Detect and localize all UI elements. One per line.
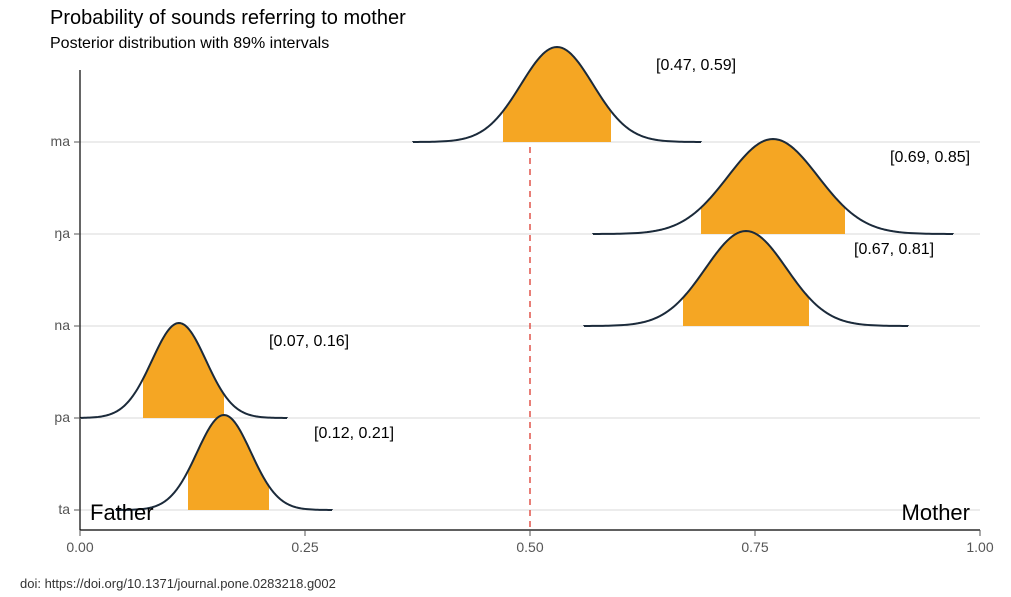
chart-svg: [0.47, 0.59] [0.69, 0.85] [0.67, 0.81] [0.0… xyxy=(0,0,1011,597)
y-tick-label-ŋa: ŋa xyxy=(54,225,70,241)
ci-label-pa: [0.07, 0.16] xyxy=(269,333,349,350)
y-tick-label-ma: ma xyxy=(51,133,71,149)
pole-label-left: Father xyxy=(90,500,154,525)
chart-container: [0.47, 0.59] [0.69, 0.85] [0.67, 0.81] [0.0… xyxy=(0,0,1011,597)
y-tick-label-na: na xyxy=(54,317,70,333)
y-tick-label-ta: ta xyxy=(58,501,70,517)
ci-label-na: [0.67, 0.81] xyxy=(854,241,934,258)
chart-caption: doi: https://doi.org/10.1371/journal.pon… xyxy=(20,576,336,591)
ci-label-ma: [0.47, 0.59] xyxy=(656,57,736,74)
x-tick-label: 0.50 xyxy=(516,539,543,555)
x-tick-label: 1.00 xyxy=(966,539,993,555)
chart-title: Probability of sounds referring to mothe… xyxy=(50,7,406,29)
chart-subtitle: Posterior distribution with 89% interval… xyxy=(50,35,329,52)
pole-label-right: Mother xyxy=(902,500,970,525)
x-tick-label: 0.75 xyxy=(741,539,768,555)
ci-fill-ma xyxy=(503,47,611,142)
ci-label-ŋa: [0.69, 0.85] xyxy=(890,149,970,166)
x-tick-label: 0.00 xyxy=(66,539,93,555)
x-tick-label: 0.25 xyxy=(291,539,318,555)
y-tick-label-pa: pa xyxy=(54,409,70,425)
ci-label-ta: [0.12, 0.21] xyxy=(314,425,394,442)
